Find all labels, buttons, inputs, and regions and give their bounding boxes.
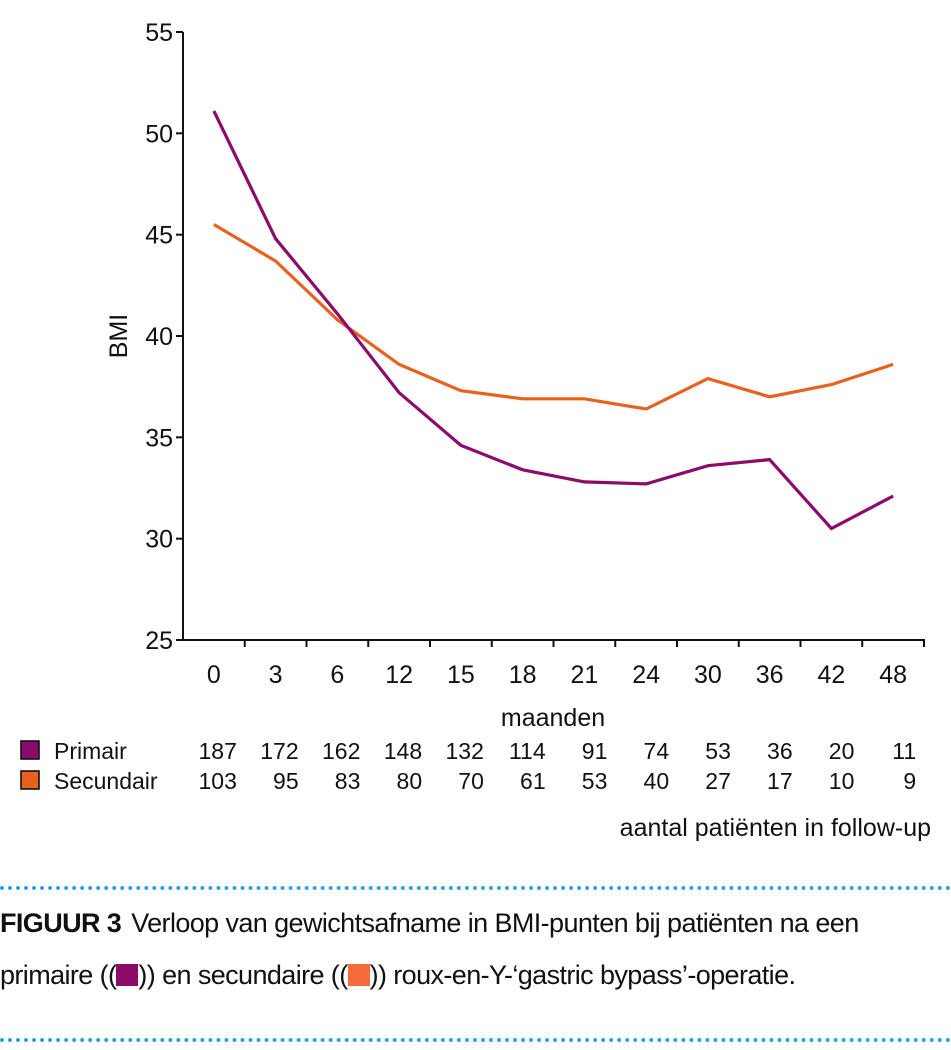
counts-label: aantal patiënten in follow-up — [620, 814, 931, 842]
legend-swatch-secundair — [20, 770, 40, 790]
x-tick-label: 42 — [817, 661, 845, 689]
count-cell: 27 — [705, 768, 731, 794]
x-tick-label: 0 — [207, 661, 221, 689]
figure-label: FIGUUR 3 — [0, 908, 122, 938]
x-tick-label: 24 — [632, 661, 660, 689]
count-cell: 83 — [335, 768, 361, 794]
caption-text-2c: )) roux-en-Y-‘gastric bypass’-operatie. — [369, 960, 796, 990]
x-tick-label: 48 — [879, 661, 907, 689]
y-tick-label: 25 — [145, 627, 173, 655]
y-tick-label: 40 — [145, 323, 173, 351]
count-cell: 74 — [644, 738, 670, 764]
y-tick-label: 45 — [145, 222, 173, 250]
count-cell: 91 — [582, 738, 608, 764]
figure-caption: FIGUUR 3 Verloop van gewichtsafname in BM… — [0, 897, 951, 1001]
count-cell: 9 — [903, 768, 916, 794]
count-cell: 53 — [582, 768, 608, 794]
count-cell: 162 — [322, 738, 360, 764]
count-cell: 53 — [705, 738, 731, 764]
legend-label: Secundair — [54, 768, 158, 794]
count-cell: 114 — [509, 738, 546, 764]
primary-color-swatch — [116, 964, 139, 986]
x-tick-label: 12 — [385, 661, 413, 689]
divider-bottom — [0, 1038, 951, 1042]
x-tick-label: 36 — [756, 661, 784, 689]
count-cell: 172 — [260, 738, 298, 764]
legend-swatch-primair — [20, 740, 40, 760]
y-axis-title: BMI — [105, 314, 133, 358]
legend-row-primair: Primair 187 172 162 148 132 114 91 74 53 36 20 11 — [20, 738, 916, 764]
count-cell: 10 — [829, 768, 855, 794]
count-cell: 20 — [829, 738, 855, 764]
y-axis: 25 30 35 40 45 50 55 — [145, 19, 184, 655]
caption-text-2b: )) en secundaire (( — [138, 960, 348, 990]
caption-line-2: primaire (( )) en secundaire (( )) roux-en… — [0, 949, 951, 1001]
legend-row-secundair: Secundair 103 95 83 80 70 61 53 40 27 17 10 9 — [20, 768, 916, 794]
y-tick-label: 55 — [145, 19, 173, 47]
count-cell: 103 — [199, 768, 237, 794]
x-tick-label: 18 — [509, 661, 537, 689]
series-lines — [212, 110, 894, 531]
legend-label: Primair — [54, 738, 127, 764]
x-axis: 0 3 6 12 15 18 21 24 30 36 42 48 — [183, 639, 925, 689]
series-line-secundair — [213, 223, 894, 411]
count-cell: 61 — [520, 768, 546, 794]
count-cell: 187 — [199, 738, 237, 764]
count-cell: 11 — [892, 738, 916, 764]
x-tick-label: 15 — [447, 661, 475, 689]
x-axis-title: maanden — [501, 704, 605, 732]
caption-text-2a: primaire (( — [0, 960, 117, 990]
count-cell: 95 — [273, 768, 299, 794]
x-tick-label: 3 — [269, 661, 283, 689]
x-tick-label: 30 — [694, 661, 722, 689]
count-cell: 36 — [767, 738, 793, 764]
secondary-color-swatch — [347, 964, 370, 986]
count-cell: 40 — [644, 768, 670, 794]
x-tick-label: 21 — [570, 661, 598, 689]
count-cell: 148 — [384, 738, 422, 764]
y-tick-label: 30 — [145, 526, 173, 554]
count-cell: 132 — [446, 738, 484, 764]
divider-top — [0, 886, 951, 890]
x-tick-label: 6 — [330, 661, 344, 689]
caption-line-1: FIGUUR 3 Verloop van gewichtsafname in BM… — [0, 897, 951, 949]
count-cell: 17 — [767, 768, 793, 794]
y-tick-label: 35 — [145, 424, 173, 452]
count-cell: 80 — [397, 768, 423, 794]
series-line-primair — [212, 110, 894, 531]
count-cell: 70 — [458, 768, 484, 794]
y-tick-label: 50 — [145, 120, 173, 148]
caption-text-1: Verloop van gewichtsafname in BMI-punten… — [131, 908, 859, 938]
legend-count-table: Primair 187 172 162 148 132 114 91 74 53 36 20 11 Sec… — [20, 738, 916, 794]
